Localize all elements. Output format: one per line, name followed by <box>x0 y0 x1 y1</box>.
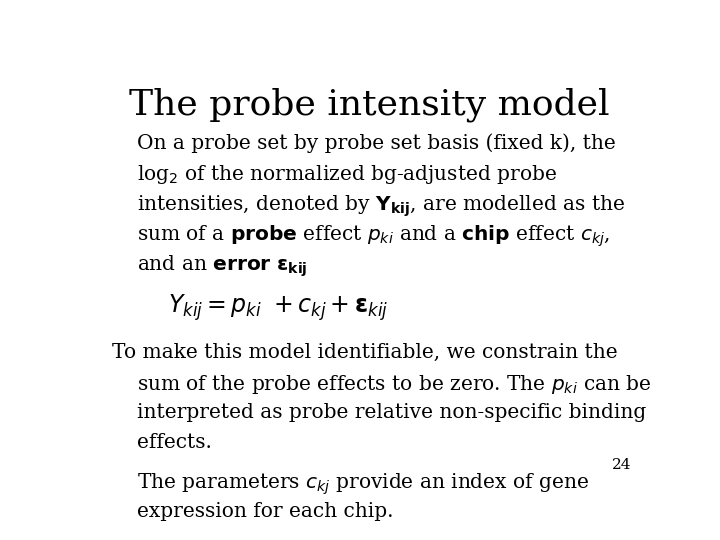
Text: sum of a $\mathbf{probe}$ effect $\mathit{p}_{ki}$ and a $\mathbf{chip}$ effect : sum of a $\mathbf{probe}$ effect $\mathi… <box>138 223 611 249</box>
Text: sum of the probe effects to be zero. The $\mathit{p}_{ki}$ can be: sum of the probe effects to be zero. The… <box>138 373 652 396</box>
Text: intensities, denoted by $\mathbf{Y}_{\mathbf{kij}}$, are modelled as the: intensities, denoted by $\mathbf{Y}_{\ma… <box>138 193 626 219</box>
Text: To make this model identifiable, we constrain the: To make this model identifiable, we cons… <box>112 343 618 362</box>
Text: On a probe set by probe set basis (fixed k), the: On a probe set by probe set basis (fixed… <box>138 133 616 153</box>
Text: interpreted as probe relative non-specific binding: interpreted as probe relative non-specif… <box>138 403 647 422</box>
Text: The parameters $\mathit{c}_{kj}$ provide an index of gene: The parameters $\mathit{c}_{kj}$ provide… <box>138 472 590 497</box>
Text: $\mathit{Y}_{kij} = \mathit{p}_{ki}\ + \mathit{c}_{kj} + \boldsymbol{\varepsilon: $\mathit{Y}_{kij} = \mathit{p}_{ki}\ + \… <box>168 292 389 323</box>
Text: expression for each chip.: expression for each chip. <box>138 502 394 521</box>
Text: log$_2$ of the normalized bg-adjusted probe: log$_2$ of the normalized bg-adjusted pr… <box>138 163 557 186</box>
Text: and an $\mathbf{error}$ $\boldsymbol{\varepsilon}_{\mathbf{kij}}$: and an $\mathbf{error}$ $\boldsymbol{\va… <box>138 253 308 279</box>
Text: effects.: effects. <box>138 433 212 452</box>
Text: 24: 24 <box>612 458 631 472</box>
Text: The probe intensity model: The probe intensity model <box>129 87 609 122</box>
